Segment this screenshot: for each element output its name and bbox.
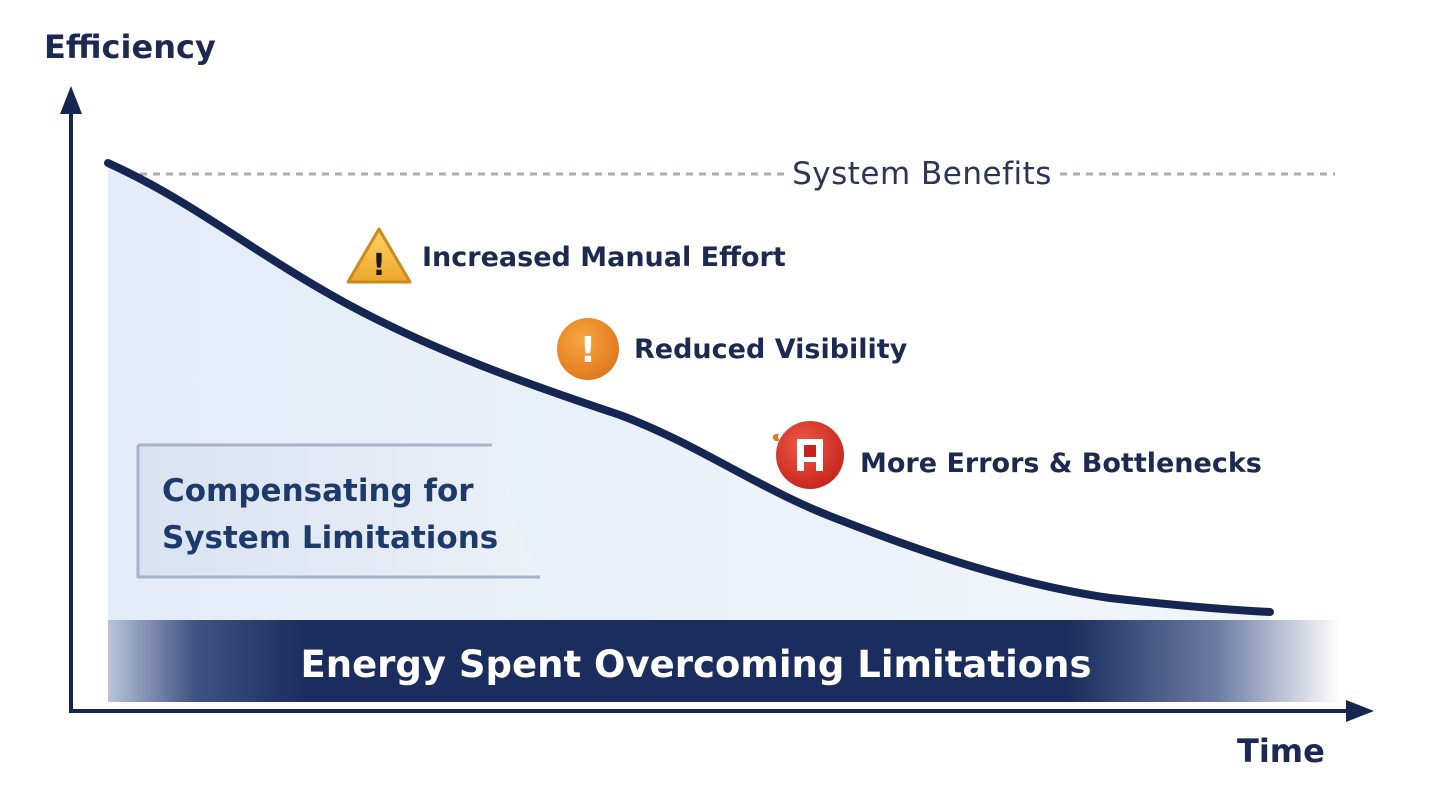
callout-manual-effort: Increased Manual Effort <box>422 242 786 273</box>
callout-errors-bottlenecks: More Errors & Bottlenecks <box>860 448 1262 479</box>
x-axis-arrow-icon <box>1346 700 1374 722</box>
svg-text:!: ! <box>580 330 596 371</box>
y-axis-arrow-icon <box>60 86 82 114</box>
error-stop-icon <box>772 421 844 489</box>
energy-band <box>108 620 1340 702</box>
energy-band-label: Energy Spent Overcoming Limitations <box>300 643 1091 686</box>
compensating-line-1: Compensating for <box>162 473 474 509</box>
compensating-box: Compensating for System Limitations <box>136 443 545 579</box>
exclamation-circle-icon: ! <box>557 318 619 380</box>
svg-text:!: ! <box>372 248 386 283</box>
callout-reduced-visibility: Reduced Visibility <box>634 334 908 365</box>
warning-triangle-icon: ! <box>346 227 412 284</box>
y-axis-label: Efficiency <box>44 28 216 66</box>
efficiency-curve <box>104 159 1274 616</box>
compensating-line-2: System Limitations <box>162 520 498 556</box>
x-axis-label: Time <box>1237 732 1325 770</box>
benefits-label: System Benefits <box>792 156 1052 192</box>
